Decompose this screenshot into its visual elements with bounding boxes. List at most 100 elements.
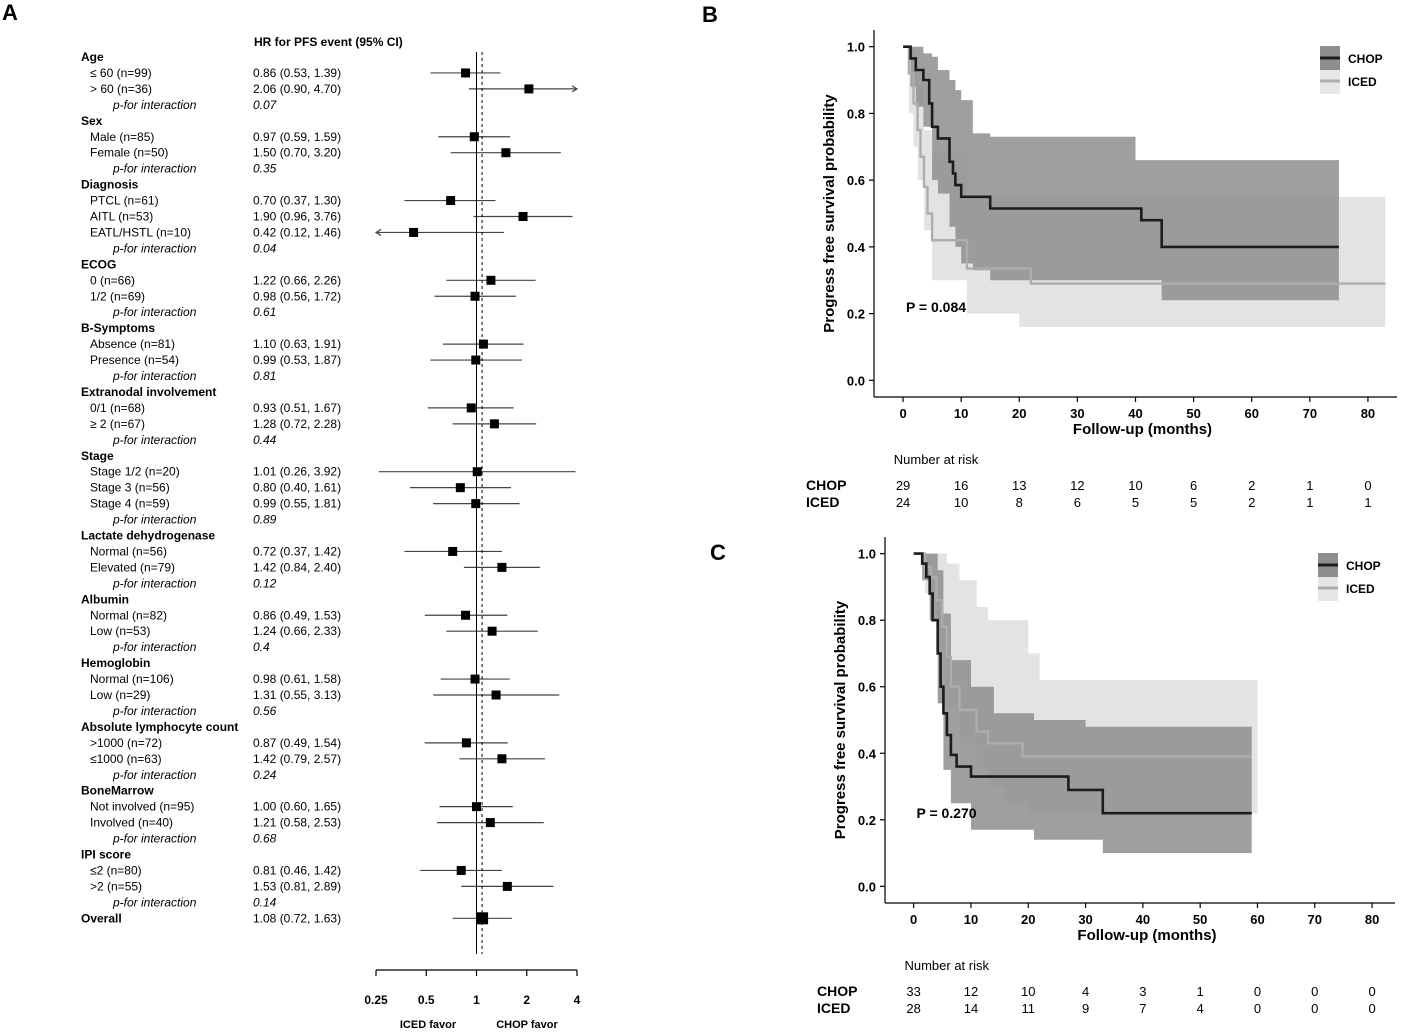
km-x-tick-label: 80 — [1361, 406, 1375, 421]
group-header: Diagnosis — [81, 178, 139, 192]
group-header: Stage — [81, 449, 114, 463]
risk-count: 0 — [1311, 984, 1318, 999]
hr-point — [524, 84, 534, 94]
km-y-tick-label: 0.6 — [847, 173, 865, 188]
hr-point — [471, 499, 481, 509]
km-y-axis-label: Progress free survival probability — [832, 600, 849, 839]
group-header: ECOG — [81, 257, 116, 271]
risk-count: 29 — [896, 478, 910, 493]
row-label: Not involved (n=95) — [90, 800, 194, 814]
row-label: Stage 3 (n=56) — [90, 481, 170, 495]
group-header: BoneMarrow — [81, 784, 154, 798]
km-x-tick-label: 60 — [1250, 912, 1264, 927]
row-estimate-text: 0.72 (0.37, 1.42) — [253, 544, 341, 558]
km-y-tick-label: 0.8 — [847, 106, 865, 121]
risk-count: 12 — [964, 984, 978, 999]
km-x-tick-label: 40 — [1136, 912, 1150, 927]
km-y-tick-label: 0.2 — [858, 813, 876, 828]
p-interaction-value: 0.61 — [253, 305, 276, 319]
group-header: B-Symptoms — [81, 321, 155, 335]
survival-curve-iced — [903, 45, 1386, 285]
row-estimate-text: 1.24 (0.66, 2.33) — [253, 624, 341, 638]
hr-point — [485, 818, 495, 828]
row-estimate-text: 0.93 (0.51, 1.67) — [253, 401, 341, 415]
p-interaction-label: p-for interaction — [112, 305, 197, 319]
p-value: P = 0.084 — [906, 299, 966, 315]
risk-count: 1 — [1306, 495, 1313, 510]
km-y-tick-label: 0.0 — [858, 879, 876, 894]
row-estimate-text: 0.87 (0.49, 1.54) — [253, 736, 341, 750]
risk-row-label: ICED — [817, 1000, 850, 1016]
km-x-tick-label: 30 — [1078, 912, 1092, 927]
row-estimate-text: 0.86 (0.49, 1.53) — [253, 608, 341, 622]
hr-point — [471, 355, 481, 365]
right-favor-label: CHOP favor — [496, 1019, 558, 1031]
row-estimate-text: 0.70 (0.37, 1.30) — [253, 194, 341, 208]
km-y-tick-label: 1.0 — [847, 40, 865, 55]
row-label: Normal (n=56) — [90, 544, 167, 558]
row-label: Low (n=29) — [90, 688, 150, 702]
row-label: Normal (n=106) — [90, 672, 174, 686]
overall-label: Overall — [81, 911, 122, 925]
risk-count: 0 — [1368, 984, 1375, 999]
row-estimate-text: 1.31 (0.55, 3.13) — [253, 688, 341, 702]
row-label: Stage 1/2 (n=20) — [90, 465, 180, 479]
row-estimate-text: 0.80 (0.40, 1.61) — [253, 481, 341, 495]
risk-count: 1 — [1197, 984, 1204, 999]
p-interaction-value: 0.14 — [253, 895, 277, 909]
row-label: Male (n=85) — [90, 130, 154, 144]
p-interaction-label: p-for interaction — [112, 576, 197, 590]
row-label: >2 (n=55) — [90, 879, 142, 893]
km-y-axis-label: Progress free survival probability — [821, 94, 838, 333]
p-interaction-label: p-for interaction — [112, 162, 197, 176]
row-estimate-text: 1.00 (0.60, 1.65) — [253, 800, 341, 814]
row-estimate-text: 1.28 (0.72, 2.28) — [253, 417, 341, 431]
risk-table-title: Number at risk — [894, 452, 979, 467]
hr-point — [472, 467, 482, 477]
forest-title: HR for PFS event (95% CI) — [254, 35, 403, 49]
risk-count: 0 — [1254, 1001, 1261, 1016]
hr-point — [446, 196, 456, 206]
risk-count: 0 — [1364, 478, 1371, 493]
km-plot-c: 0.00.20.40.60.81.00 10 20 30 40 50 60 70 80Progr… — [817, 537, 1395, 1016]
row-label: > 60 (n=36) — [90, 82, 152, 96]
p-interaction-label: p-for interaction — [112, 832, 197, 846]
row-estimate-text: 1.53 (0.81, 2.89) — [253, 879, 341, 893]
row-label: >1000 (n=72) — [90, 736, 162, 750]
risk-count: 12 — [1070, 478, 1084, 493]
km-x-tick-label: 50 — [1193, 912, 1207, 927]
risk-count: 10 — [1021, 984, 1035, 999]
risk-count: 8 — [1016, 495, 1023, 510]
risk-count: 7 — [1139, 1001, 1146, 1016]
km-x-tick-label: 20 — [1012, 406, 1026, 421]
p-interaction-value: 0.12 — [253, 576, 277, 590]
row-estimate-text: 1.42 (0.84, 2.40) — [253, 560, 341, 574]
km-plot-b: 0.00.20.40.60.81.00 10 20 30 40 50 60 70 80Progr… — [806, 30, 1397, 510]
p-interaction-label: p-for interaction — [112, 640, 197, 654]
forest-x-tick-label: 2 — [523, 993, 530, 1007]
risk-count: 10 — [954, 495, 968, 510]
hr-point — [461, 68, 471, 78]
p-interaction-label: p-for interaction — [112, 369, 197, 383]
km-y-tick-label: 0.6 — [858, 680, 876, 695]
km-x-tick-label: 30 — [1070, 406, 1084, 421]
row-label: Stage 4 (n=59) — [90, 497, 170, 511]
forest-x-tick-label: 4 — [574, 993, 581, 1007]
ci-arrow — [374, 228, 382, 236]
hr-point — [518, 212, 528, 221]
row-label: Elevated (n=79) — [90, 560, 175, 574]
p-interaction-label: p-for interaction — [112, 241, 197, 255]
p-interaction-value: 0.81 — [253, 369, 276, 383]
row-estimate-text: 0.97 (0.59, 1.59) — [253, 130, 341, 144]
row-label: ≥ 2 (n=67) — [90, 417, 145, 431]
row-estimate-text: 1.22 (0.66, 2.26) — [253, 273, 341, 287]
row-label: PTCL (n=61) — [90, 194, 159, 208]
hr-point — [461, 738, 471, 748]
hr-point — [489, 419, 499, 429]
row-estimate-text: 1.21 (0.58, 2.53) — [253, 816, 341, 830]
panel-letter-a: A — [2, 0, 18, 25]
risk-count: 33 — [906, 984, 920, 999]
ci-arrow — [571, 85, 579, 93]
legend-label-iced: ICED — [1346, 582, 1375, 596]
